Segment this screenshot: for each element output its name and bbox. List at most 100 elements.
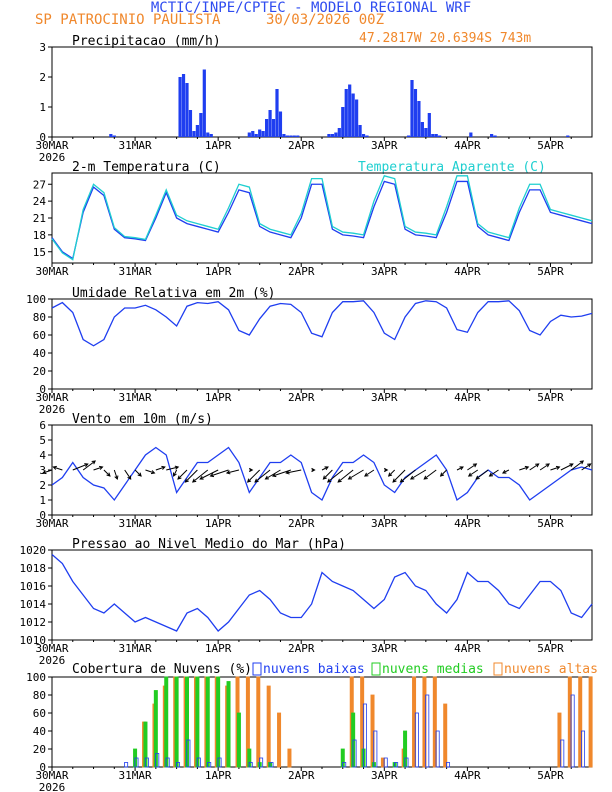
cloud-bar: [404, 757, 409, 768]
precip-bar: [438, 135, 442, 137]
wind-arrow: [440, 469, 447, 477]
x-tick-label: 3APR: [371, 391, 398, 404]
x-tick-label: 31MAR: [119, 265, 152, 278]
cloud-bar: [207, 762, 212, 768]
legend-high-clouds: nuvens altas: [504, 662, 598, 677]
cloud-bar: [277, 712, 282, 768]
cloud-bar: [176, 762, 181, 768]
cloud-bar: [588, 676, 593, 768]
cloud-bar: [186, 739, 191, 768]
y-tick-label: 80: [33, 689, 46, 702]
wind-arrow: [388, 469, 396, 477]
precip-bar: [109, 134, 113, 137]
y-tick-label: 15: [33, 246, 46, 259]
wind-arrow-head: [587, 463, 592, 468]
precip-bar: [282, 134, 286, 137]
precip-bar: [413, 89, 418, 137]
cloud-bar: [226, 681, 231, 768]
precip-bar: [427, 113, 431, 137]
precip-bar: [469, 132, 473, 137]
y-tick-label: 1: [39, 494, 46, 507]
x-tick-label: 4APR: [454, 769, 481, 782]
x-tick-label: 2APR: [288, 517, 315, 530]
cloud-bar: [352, 739, 357, 768]
wind-arrow: [410, 469, 427, 480]
wind-arrow-head: [271, 473, 277, 478]
panel-title-temperature: 2-m Temperatura (C): [72, 160, 221, 175]
x-tick-label: 3APR: [371, 642, 398, 655]
y-tick-label: 18: [33, 229, 46, 242]
x-tick-label: 30MAR: [35, 642, 68, 655]
precip-bar: [344, 89, 348, 137]
wind-arrow-head: [172, 472, 177, 477]
wind-arrow-head: [209, 473, 215, 478]
legend-swatch-high-clouds: [493, 662, 503, 676]
precip-bar: [195, 125, 199, 137]
wind-arrow: [177, 469, 188, 480]
cloud-bar: [144, 757, 149, 768]
cloud-bar: [567, 676, 572, 768]
x-tick-label: 3APR: [371, 139, 398, 152]
wind-arrow-head: [475, 475, 480, 480]
legend-low-clouds: nuvens baixas: [263, 662, 365, 677]
panel-title-pressure: Pressao ao Nivel Medio do Mar (hPa): [72, 537, 346, 552]
wind-arrow: [72, 463, 88, 471]
precip-bar: [271, 119, 276, 137]
precip-bar: [209, 134, 213, 137]
wind-arrow-head: [383, 467, 389, 473]
panel-title-relative-humidity: Umidade Relativa em 2m (%): [72, 286, 276, 301]
series-line: [51, 180, 593, 260]
cloud-bar: [216, 676, 221, 768]
y-tick-label: 3: [39, 464, 46, 477]
precip-bar: [337, 128, 341, 137]
wind-arrow-head: [399, 478, 404, 483]
x-tick-label: 31MAR: [119, 139, 152, 152]
wind-arrow-head: [423, 475, 428, 480]
plot-frame: [51, 298, 593, 390]
precip-bar: [192, 131, 196, 137]
cloud-bar: [570, 694, 575, 768]
wind-arrow-head: [324, 466, 329, 471]
x-tick-label: 30MAR: [35, 517, 68, 530]
wind-arrow-head: [545, 463, 550, 468]
y-tick-label: 100: [26, 671, 46, 684]
x-tick-label: 4APR: [454, 517, 481, 530]
precip-bar: [247, 132, 251, 137]
x-year-label: 2026: [39, 654, 66, 667]
wind-arrow: [103, 469, 111, 477]
x-tick-label: 1APR: [205, 391, 232, 404]
precip-bar: [431, 134, 435, 137]
cloud-bar: [205, 676, 210, 768]
wind-arrow: [247, 469, 261, 483]
x-tick-label: 30MAR: [35, 139, 68, 152]
y-tick-label: 40: [33, 347, 46, 360]
wind-arrow: [155, 466, 166, 471]
panel-temperature: 2-m Temperatura (C) Temperatura Aparente…: [33, 160, 593, 278]
precip-bar: [185, 83, 189, 137]
cloud-bar: [443, 703, 448, 768]
cloud-bar: [373, 730, 378, 768]
precip-bar: [199, 113, 203, 137]
precip-bar: [417, 101, 421, 137]
precip-bar: [206, 132, 210, 137]
wind-arrow: [321, 466, 329, 471]
cloud-bar: [383, 757, 388, 768]
x-tick-label: 5APR: [537, 769, 564, 782]
wind-arrow: [423, 469, 437, 480]
x-tick-label: 5APR: [537, 642, 564, 655]
wind-arrow: [550, 466, 560, 471]
y-tick-label: 1: [39, 101, 46, 114]
plot-frame: [51, 46, 593, 138]
cloud-bar: [164, 676, 169, 768]
wind-arrow-head: [322, 475, 327, 480]
wind-arrow: [456, 466, 464, 471]
wind-arrow-head: [127, 475, 132, 480]
cloud-bar: [174, 676, 179, 768]
precip-bar: [420, 122, 424, 137]
y-tick-label: 20: [33, 365, 46, 378]
plot-frame: [51, 549, 593, 641]
y-tick-label: 0: [39, 131, 46, 144]
wind-arrow-head: [84, 463, 89, 468]
x-tick-label: 1APR: [205, 265, 232, 278]
